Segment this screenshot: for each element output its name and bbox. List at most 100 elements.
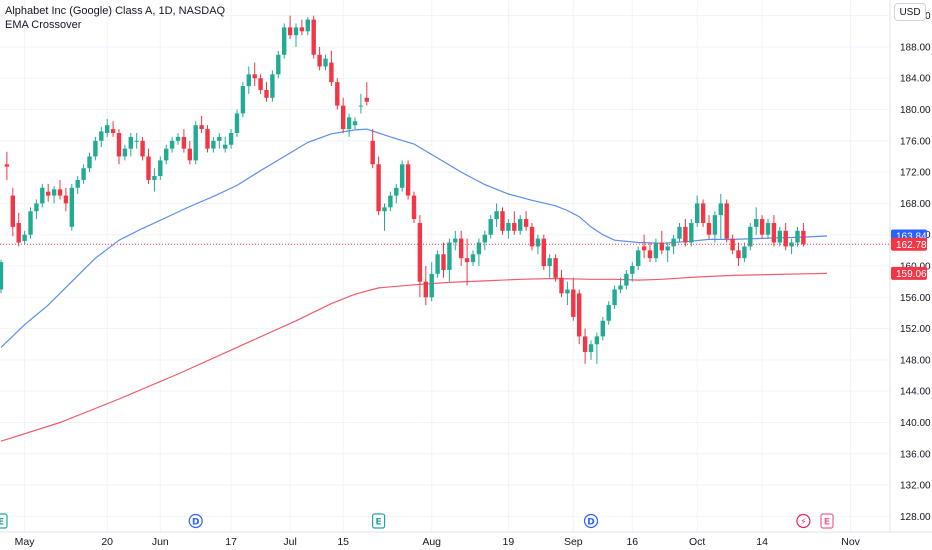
candle — [93, 136, 98, 161]
candle-body — [547, 258, 552, 266]
time-tick-label: 20 — [101, 536, 113, 548]
candle — [146, 148, 151, 184]
candle-body — [40, 187, 45, 204]
candle — [476, 238, 482, 266]
candle-body — [57, 189, 63, 196]
candle-body — [317, 54, 322, 67]
candle — [4, 151, 10, 180]
candle-body — [140, 140, 145, 157]
candle — [712, 211, 718, 243]
candle — [116, 129, 122, 165]
candle — [69, 183, 74, 231]
candle-body — [358, 105, 364, 107]
candle-body — [588, 344, 594, 353]
candle-body — [677, 226, 682, 239]
time-tick-label: 15 — [337, 536, 349, 548]
candle-body — [87, 156, 92, 169]
split-marker: ⚡ — [796, 513, 811, 529]
candle-body — [571, 289, 576, 317]
candle — [612, 285, 617, 310]
event-markers: E D E D ⚡ E — [0, 513, 834, 529]
candle-body — [695, 203, 700, 223]
candle-body — [724, 203, 729, 239]
candle-body — [246, 74, 251, 87]
candle — [624, 269, 629, 290]
price-label-bg — [891, 266, 927, 280]
candle — [523, 211, 529, 231]
candle — [795, 226, 800, 247]
candle — [28, 207, 33, 239]
candle-body — [506, 222, 511, 231]
candle-body — [541, 238, 546, 266]
indicator-name[interactable]: EMA Crossover — [5, 19, 82, 31]
candle — [63, 187, 69, 212]
candle-body — [110, 129, 116, 133]
candle-body — [783, 230, 788, 247]
candle — [134, 133, 139, 149]
time-tick-label: May — [15, 536, 36, 548]
candle — [22, 230, 27, 245]
candle-body — [175, 136, 181, 141]
candle-body — [258, 78, 263, 90]
candle — [671, 234, 676, 255]
candle — [559, 269, 564, 298]
candle-body — [22, 234, 27, 241]
candle — [105, 118, 110, 137]
candle — [759, 215, 765, 239]
candle-body — [181, 136, 187, 149]
candle-body — [441, 254, 446, 270]
candle — [742, 242, 747, 263]
candle-body — [329, 62, 334, 83]
marker-shape — [796, 513, 811, 529]
candle-body — [376, 164, 381, 212]
candle-body — [411, 195, 417, 220]
candle-body — [518, 219, 523, 231]
price-tick-label: 136.00 — [900, 449, 931, 460]
time-axis[interactable]: May 20 Jun 17 Jul 15 Aug 19 Sep 16 Oct 14 Nov — [15, 536, 861, 548]
candle — [16, 212, 21, 247]
candle — [429, 262, 434, 302]
candle-body — [700, 203, 706, 223]
time-tick-label: Jun — [152, 536, 169, 548]
candle-body — [600, 320, 605, 337]
candle-body — [164, 148, 169, 161]
candle — [500, 207, 505, 235]
price-tick-label: 184.00 — [900, 74, 931, 85]
symbol-title[interactable]: Alphabet Inc (Google) Class A, 1D, NASDA… — [5, 5, 226, 17]
candle — [175, 133, 181, 145]
marker-shape — [583, 513, 599, 529]
candle-body — [93, 140, 98, 157]
candle-body — [240, 86, 246, 114]
candle-body — [187, 148, 192, 161]
candle-body — [370, 140, 375, 165]
price-label: 159.06 — [891, 266, 927, 280]
candle-body — [765, 222, 771, 235]
candle-body — [659, 242, 664, 251]
dividend-marker: D — [188, 513, 203, 529]
candle-body — [553, 258, 558, 278]
candle-body — [75, 179, 80, 188]
candle — [205, 125, 210, 153]
candle — [211, 136, 216, 153]
price-tick-label: 168.00 — [900, 199, 931, 210]
candle-body — [671, 238, 676, 247]
candle — [677, 222, 682, 243]
candle-body — [311, 19, 316, 55]
earnings-marker: E — [0, 513, 8, 529]
candle-body — [447, 242, 452, 270]
price-tick-label: 132.00 — [900, 481, 931, 492]
price-label: 162.78 — [891, 237, 927, 251]
candle-body — [618, 285, 623, 290]
candle — [453, 230, 458, 251]
candle — [582, 328, 588, 364]
candle — [364, 82, 369, 106]
candle-body — [612, 289, 617, 306]
price-axis[interactable]: 192.00188.00184.00180.00176.00172.00168.… — [900, 11, 931, 523]
candle-body — [276, 54, 281, 75]
candle — [588, 340, 594, 360]
candle-body — [51, 189, 57, 196]
candle-body — [34, 203, 39, 212]
candle — [382, 203, 387, 231]
currency-button[interactable]: USD — [894, 3, 926, 21]
